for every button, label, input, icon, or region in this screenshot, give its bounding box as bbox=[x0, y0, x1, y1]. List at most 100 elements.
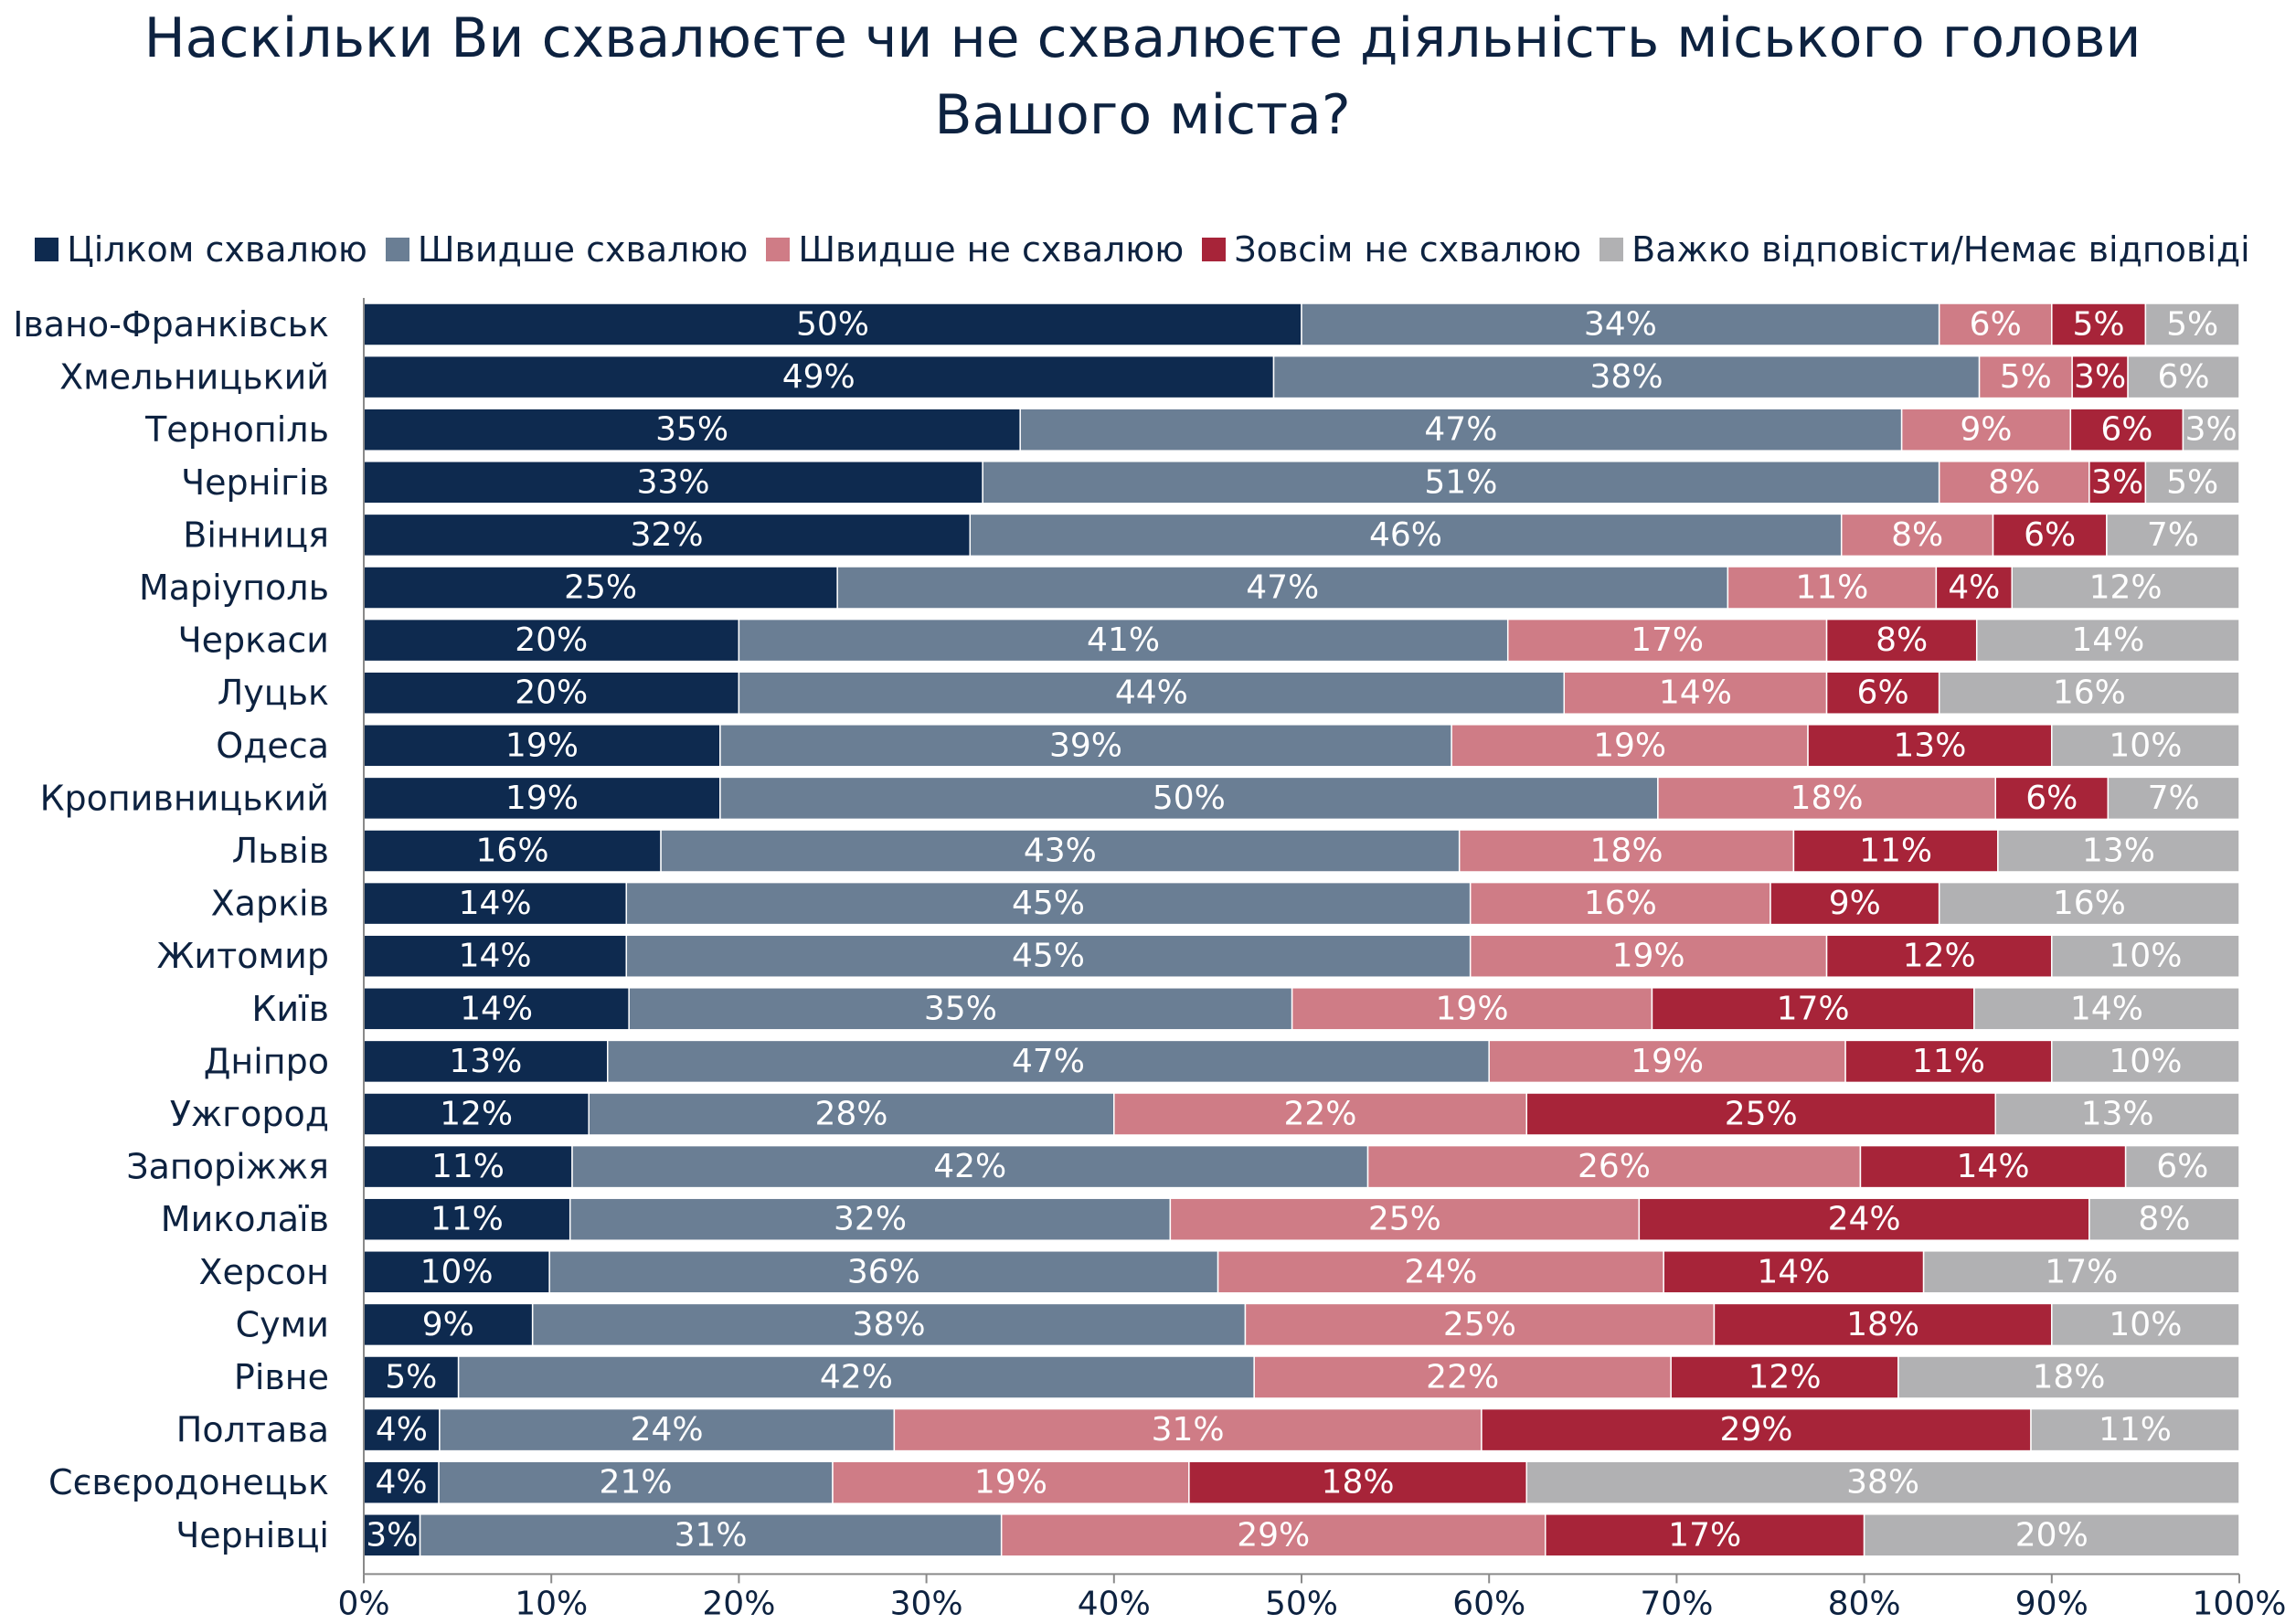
data-label: 32% bbox=[834, 1201, 907, 1238]
data-label: 14% bbox=[1957, 1148, 2030, 1185]
bar-segment bbox=[363, 1460, 440, 1504]
data-label: 6% bbox=[2025, 780, 2078, 817]
data-label: 13% bbox=[1893, 727, 1966, 764]
legend-label-rather-approve: Швидше схвалюю bbox=[417, 229, 749, 270]
data-label: 7% bbox=[2148, 780, 2200, 817]
category-label: Запоріжжя bbox=[126, 1147, 329, 1187]
x-tick-label: 0% bbox=[337, 1585, 389, 1622]
bar-segment bbox=[1291, 987, 1653, 1031]
data-label: 8% bbox=[1891, 516, 1943, 554]
data-label: 11% bbox=[1859, 833, 1932, 870]
data-label: 35% bbox=[924, 990, 997, 1027]
bar-segment bbox=[1897, 1355, 2240, 1399]
data-label: 11% bbox=[431, 1148, 505, 1185]
bar-segment bbox=[625, 881, 1472, 926]
bar-segment bbox=[2106, 513, 2240, 557]
x-tick-label: 70% bbox=[1640, 1585, 1713, 1622]
data-label: 38% bbox=[853, 1306, 926, 1343]
data-label: 24% bbox=[1404, 1253, 1477, 1290]
data-label: 6% bbox=[1857, 674, 1909, 712]
data-label: 5% bbox=[2166, 463, 2218, 501]
bar-segment bbox=[363, 1092, 590, 1136]
bar-segment bbox=[1169, 1197, 1641, 1241]
data-label: 17% bbox=[2045, 1253, 2118, 1290]
bar-segment bbox=[531, 1302, 1247, 1347]
bar-segment bbox=[1469, 881, 1771, 926]
category-label: Київ bbox=[251, 989, 329, 1029]
category-label: Миколаїв bbox=[161, 1199, 329, 1239]
data-label: 6% bbox=[2100, 411, 2152, 449]
data-label: 22% bbox=[1426, 1359, 1499, 1396]
category-label: Дніпро bbox=[204, 1041, 329, 1081]
bar-segment bbox=[1451, 724, 1809, 768]
bar-segment bbox=[1458, 829, 1795, 873]
data-label: 19% bbox=[1631, 1043, 1704, 1080]
category-label: Чернігів bbox=[181, 462, 329, 503]
bar-segment bbox=[719, 724, 1452, 768]
data-label: 33% bbox=[637, 463, 710, 501]
data-label: 9% bbox=[422, 1306, 474, 1343]
bar-segment bbox=[1825, 934, 2053, 978]
data-label: 13% bbox=[2081, 1096, 2154, 1133]
legend-label-fully-approve: Цілком схвалюю bbox=[67, 229, 367, 270]
chart-legend: Цілком схвалюю Швидше схвалюю Швидше не … bbox=[18, 224, 2267, 275]
data-label: 9% bbox=[1960, 411, 2012, 449]
bar-segment bbox=[363, 1407, 441, 1452]
bar-segment bbox=[1938, 671, 2240, 715]
data-label: 14% bbox=[459, 938, 532, 975]
data-label: 17% bbox=[1631, 621, 1704, 659]
data-label: 11% bbox=[1912, 1043, 1985, 1080]
data-label: 51% bbox=[1424, 463, 1497, 501]
legend-swatch-fully-disapprove bbox=[1202, 238, 1227, 261]
data-label: 31% bbox=[675, 1516, 748, 1554]
bar-segment bbox=[2051, 303, 2147, 346]
data-label: 5% bbox=[2000, 358, 2052, 396]
bar-segment bbox=[1825, 618, 1978, 663]
data-label: 3% bbox=[2074, 358, 2126, 396]
bar-segment bbox=[363, 724, 721, 768]
legend-swatch-rather-disapprove bbox=[766, 238, 791, 261]
bar-segment bbox=[2069, 408, 2184, 451]
data-label: 49% bbox=[782, 358, 856, 396]
data-label: 19% bbox=[1593, 727, 1666, 764]
data-label: 14% bbox=[460, 990, 533, 1027]
category-label: Одеса bbox=[216, 726, 329, 766]
bar-segment bbox=[363, 1250, 550, 1294]
data-label: 19% bbox=[1612, 938, 1685, 975]
data-label: 6% bbox=[1970, 306, 2022, 344]
bar-segment bbox=[2051, 1039, 2240, 1084]
bar-segment bbox=[1663, 1250, 1925, 1294]
data-label: 7% bbox=[2147, 516, 2199, 554]
data-label: 43% bbox=[1024, 833, 1097, 870]
data-label: 25% bbox=[564, 569, 637, 607]
bar-segment bbox=[363, 1355, 460, 1399]
bar-segment bbox=[719, 776, 1659, 821]
bar-segment bbox=[2107, 776, 2240, 821]
bar-segment bbox=[1272, 355, 1981, 399]
chart-title-line-1: Наскільки Ви схвалюєте чи не схвалюєте д… bbox=[143, 6, 2142, 70]
data-label: 14% bbox=[1757, 1253, 1830, 1290]
x-tick-label: 60% bbox=[1452, 1585, 1525, 1622]
legend-swatch-fully-approve bbox=[35, 238, 59, 261]
data-label: 20% bbox=[515, 674, 588, 712]
bar-segment bbox=[1935, 566, 2014, 610]
bar-segment bbox=[571, 1144, 1369, 1189]
data-label: 18% bbox=[1791, 780, 1864, 817]
data-label: 11% bbox=[430, 1201, 504, 1238]
data-label: 17% bbox=[1777, 990, 1850, 1027]
data-label: 13% bbox=[449, 1043, 522, 1080]
data-label: 42% bbox=[933, 1148, 1006, 1185]
bar-segment bbox=[363, 408, 1021, 451]
bar-segment bbox=[1844, 1039, 2053, 1084]
bar-segment bbox=[363, 987, 630, 1031]
data-label: 5% bbox=[2073, 306, 2125, 344]
bar-segment bbox=[1900, 408, 2072, 451]
data-label: 19% bbox=[505, 727, 579, 764]
bar-segment bbox=[1978, 355, 2073, 399]
legend-item-hard-to-say: Важко відповісти/Немає відповіді bbox=[1600, 229, 2250, 270]
data-label: 6% bbox=[2157, 358, 2209, 396]
bar-segment bbox=[363, 1513, 421, 1557]
data-label: 5% bbox=[385, 1359, 437, 1396]
data-label: 50% bbox=[1153, 780, 1226, 817]
